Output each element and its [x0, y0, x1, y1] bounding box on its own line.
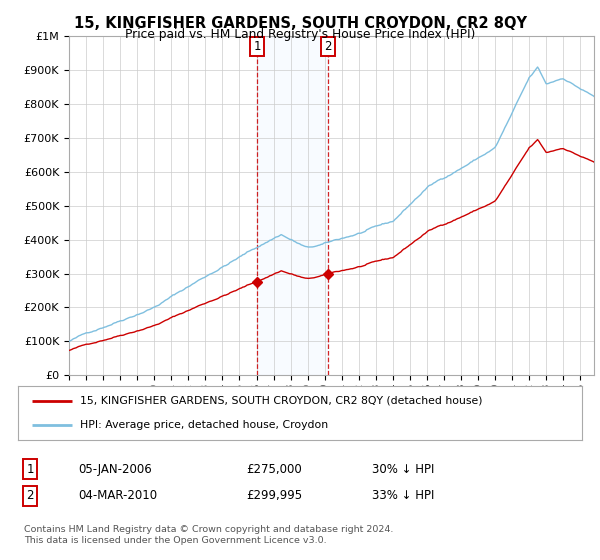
Bar — [257, 36, 328, 375]
Text: £275,000: £275,000 — [246, 463, 302, 476]
Text: 1: 1 — [253, 40, 261, 53]
Text: £299,995: £299,995 — [246, 489, 302, 502]
Text: 15, KINGFISHER GARDENS, SOUTH CROYDON, CR2 8QY: 15, KINGFISHER GARDENS, SOUTH CROYDON, C… — [74, 16, 527, 31]
Text: Price paid vs. HM Land Registry's House Price Index (HPI): Price paid vs. HM Land Registry's House … — [125, 28, 475, 41]
Text: Contains HM Land Registry data © Crown copyright and database right 2024.
This d: Contains HM Land Registry data © Crown c… — [24, 525, 394, 545]
Text: 30% ↓ HPI: 30% ↓ HPI — [372, 463, 434, 476]
Text: 2: 2 — [26, 489, 34, 502]
Text: 05-JAN-2006: 05-JAN-2006 — [78, 463, 152, 476]
Text: 15, KINGFISHER GARDENS, SOUTH CROYDON, CR2 8QY (detached house): 15, KINGFISHER GARDENS, SOUTH CROYDON, C… — [80, 396, 482, 406]
Text: 2: 2 — [324, 40, 331, 53]
Text: 04-MAR-2010: 04-MAR-2010 — [78, 489, 157, 502]
Text: 1: 1 — [26, 463, 34, 476]
Text: 33% ↓ HPI: 33% ↓ HPI — [372, 489, 434, 502]
Text: HPI: Average price, detached house, Croydon: HPI: Average price, detached house, Croy… — [80, 420, 328, 430]
